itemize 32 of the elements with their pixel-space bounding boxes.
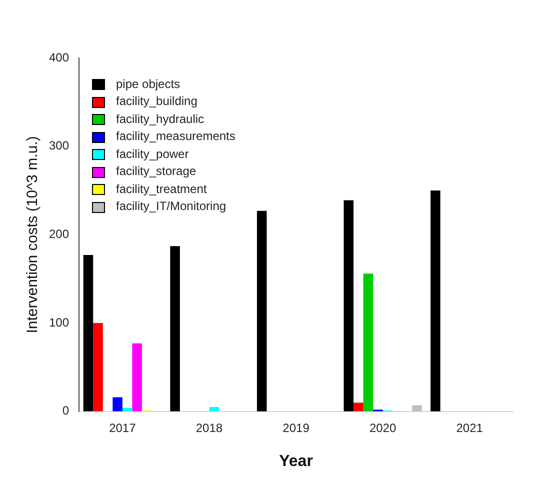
legend-label: pipe objects — [116, 76, 180, 93]
legend-label: facility_treatment — [116, 180, 207, 198]
x-tick-label: 2017 — [109, 420, 136, 435]
y-tick-label: 0 — [62, 404, 70, 418]
y-tick-label: 200 — [48, 227, 70, 242]
y-tick-label: 100 — [48, 315, 70, 330]
y-axis-title: Intervention costs (10^3 m.u.) — [24, 136, 42, 334]
bar — [430, 190, 440, 412]
legend-label: facility_IT/Monitoring — [116, 198, 226, 216]
legend-label: facility_measurements — [116, 128, 236, 146]
bar — [344, 200, 354, 412]
legend-label: facility_building — [116, 93, 198, 110]
x-axis-title: Year — [279, 452, 313, 470]
bar — [83, 255, 94, 412]
legend-label: facility_storage — [116, 163, 196, 180]
bar — [112, 397, 122, 412]
bar — [93, 323, 103, 412]
legend-label: facility_hydraulic — [116, 110, 204, 128]
x-tick-label: 2020 — [369, 420, 396, 435]
bar — [363, 274, 374, 412]
bar — [132, 343, 142, 412]
legend-label: facility_power — [116, 146, 189, 163]
bar — [412, 405, 422, 412]
bar — [209, 406, 219, 412]
bar — [170, 246, 180, 412]
bar — [256, 210, 267, 412]
x-tick-label: 2019 — [282, 420, 310, 435]
x-tick-label: 2021 — [456, 420, 484, 435]
y-tick-label: 400 — [48, 50, 70, 64]
bar — [354, 402, 364, 412]
y-tick-label: 300 — [48, 138, 70, 153]
x-tick-label: 2018 — [196, 420, 223, 435]
